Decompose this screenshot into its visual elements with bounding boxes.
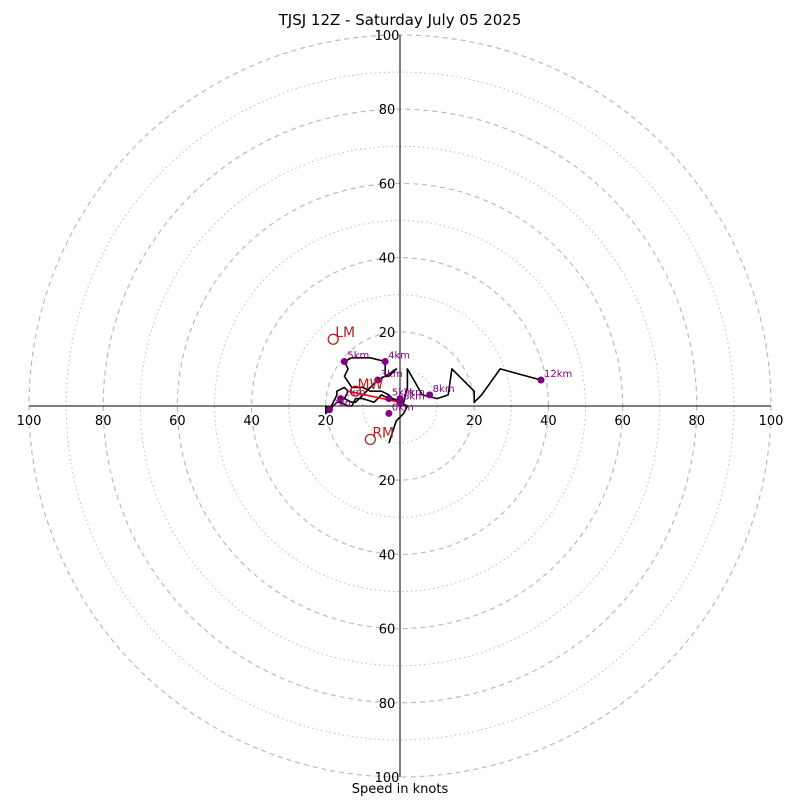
height-label-4km: 4km [388, 350, 410, 361]
height-label-5km: 5km [347, 350, 369, 361]
tick-bottom-label: 20 [379, 474, 396, 489]
height-label-0km: 0km [392, 402, 414, 413]
height-label-7km: 7km [403, 388, 425, 399]
tick-labels: 20 20 20 20 40 40 40 40 60 60 60 60 80 80 80 80 100 100 10… [17, 29, 784, 786]
tick-left-label: 80 [95, 414, 112, 429]
height-marker-8km [426, 391, 434, 399]
storm-label-rm: RM [372, 425, 394, 441]
height-label-2km: 2km [333, 399, 355, 410]
height-marker-3km [374, 376, 382, 384]
height-marker-5km [385, 395, 393, 403]
height-marker-2km [326, 406, 334, 414]
tick-bottom-label: 80 [379, 697, 396, 712]
height-marker-7km [396, 395, 404, 403]
trace-layer [324, 356, 542, 444]
tick-left-label: 100 [17, 414, 42, 429]
height-label-6km: 6km [403, 391, 425, 402]
tick-right-label: 100 [759, 414, 784, 429]
height-label-1km: 1km [344, 388, 366, 399]
tick-top-label: 80 [379, 103, 396, 118]
height-marker-4km [381, 357, 389, 365]
tick-top-label: 60 [379, 177, 396, 192]
storm-marker-mw [349, 385, 362, 397]
height-label-8km: 8km [433, 384, 455, 395]
tick-top-label: 20 [379, 326, 396, 341]
tick-top-label: 40 [379, 252, 396, 267]
height-label-3km: 3km [381, 369, 403, 380]
x-axis-label: Speed in knots [351, 782, 449, 797]
height-marker-1km [337, 395, 345, 403]
tick-right-label: 20 [466, 414, 483, 429]
tick-right-label: 80 [689, 414, 706, 429]
tick-top-label: 100 [375, 29, 400, 44]
tick-left-label: 60 [169, 414, 186, 429]
tick-left-label: 20 [318, 414, 335, 429]
height-label-12km: 12km [544, 369, 572, 380]
axes-layer [29, 35, 771, 777]
height-marker-5km [340, 357, 348, 365]
tick-right-label: 60 [614, 414, 631, 429]
height-marker-12km [537, 376, 545, 384]
tick-bottom-label: 100 [375, 771, 400, 786]
tick-right-label: 40 [540, 414, 557, 429]
storm-marker-lm [327, 333, 339, 345]
tick-left-label: 40 [243, 414, 260, 429]
storm-points: LM MW RM [327, 325, 394, 446]
tick-bottom-label: 60 [379, 623, 396, 638]
height-marker-0km [385, 409, 393, 417]
storm-label-mw: MW [357, 377, 383, 393]
height-label-5km: 5km [392, 388, 414, 399]
hodograph-trace [324, 356, 542, 444]
storm-label-lm: LM [335, 325, 355, 341]
tick-bottom-label: 40 [379, 548, 396, 563]
storm-marker-rm [364, 433, 376, 446]
chart-title: TJSJ 12Z - Saturday July 05 2025 [278, 11, 522, 29]
